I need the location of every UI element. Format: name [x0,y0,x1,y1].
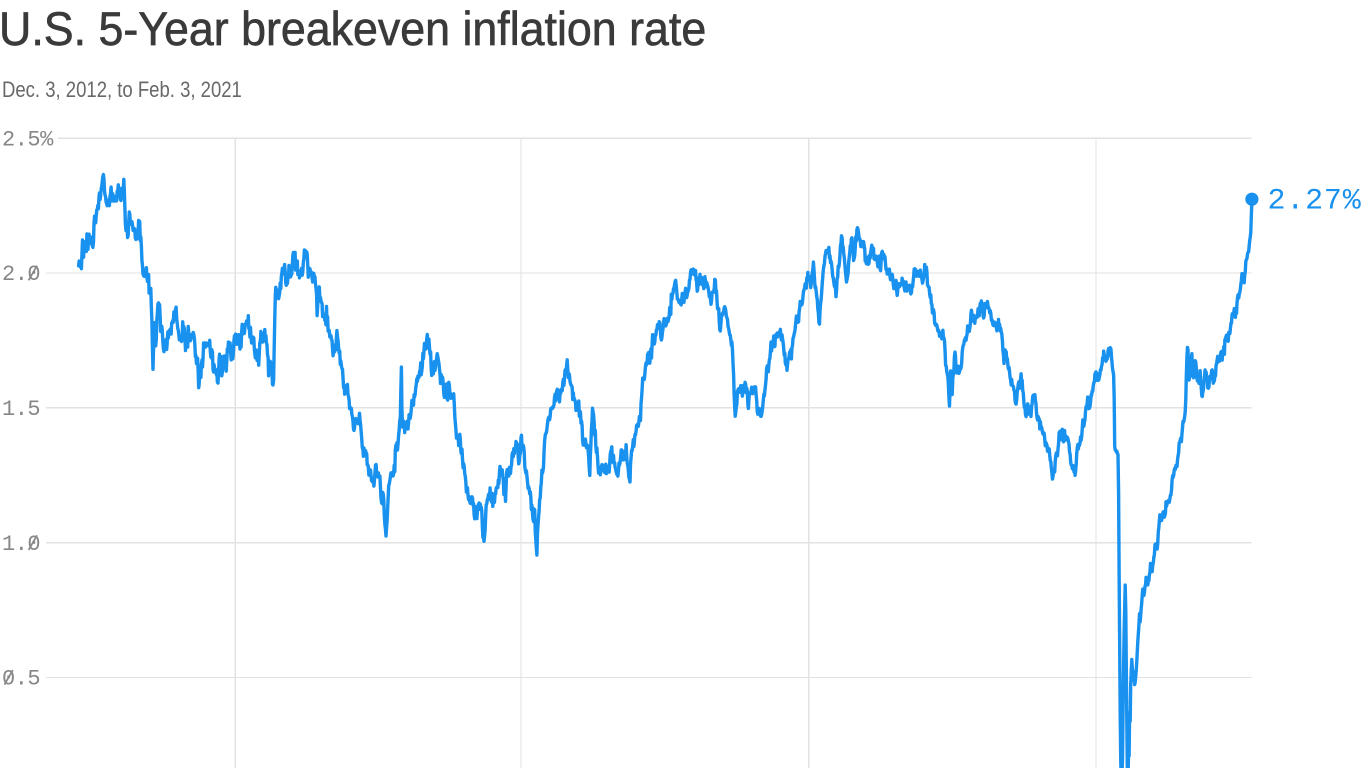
svg-text:1.0: 1.0 [2,532,40,557]
svg-text:2.5%: 2.5% [2,127,54,152]
svg-text:2.27%: 2.27% [1268,185,1362,219]
svg-text:1.5: 1.5 [2,397,40,422]
svg-text:2.0: 2.0 [2,262,40,287]
